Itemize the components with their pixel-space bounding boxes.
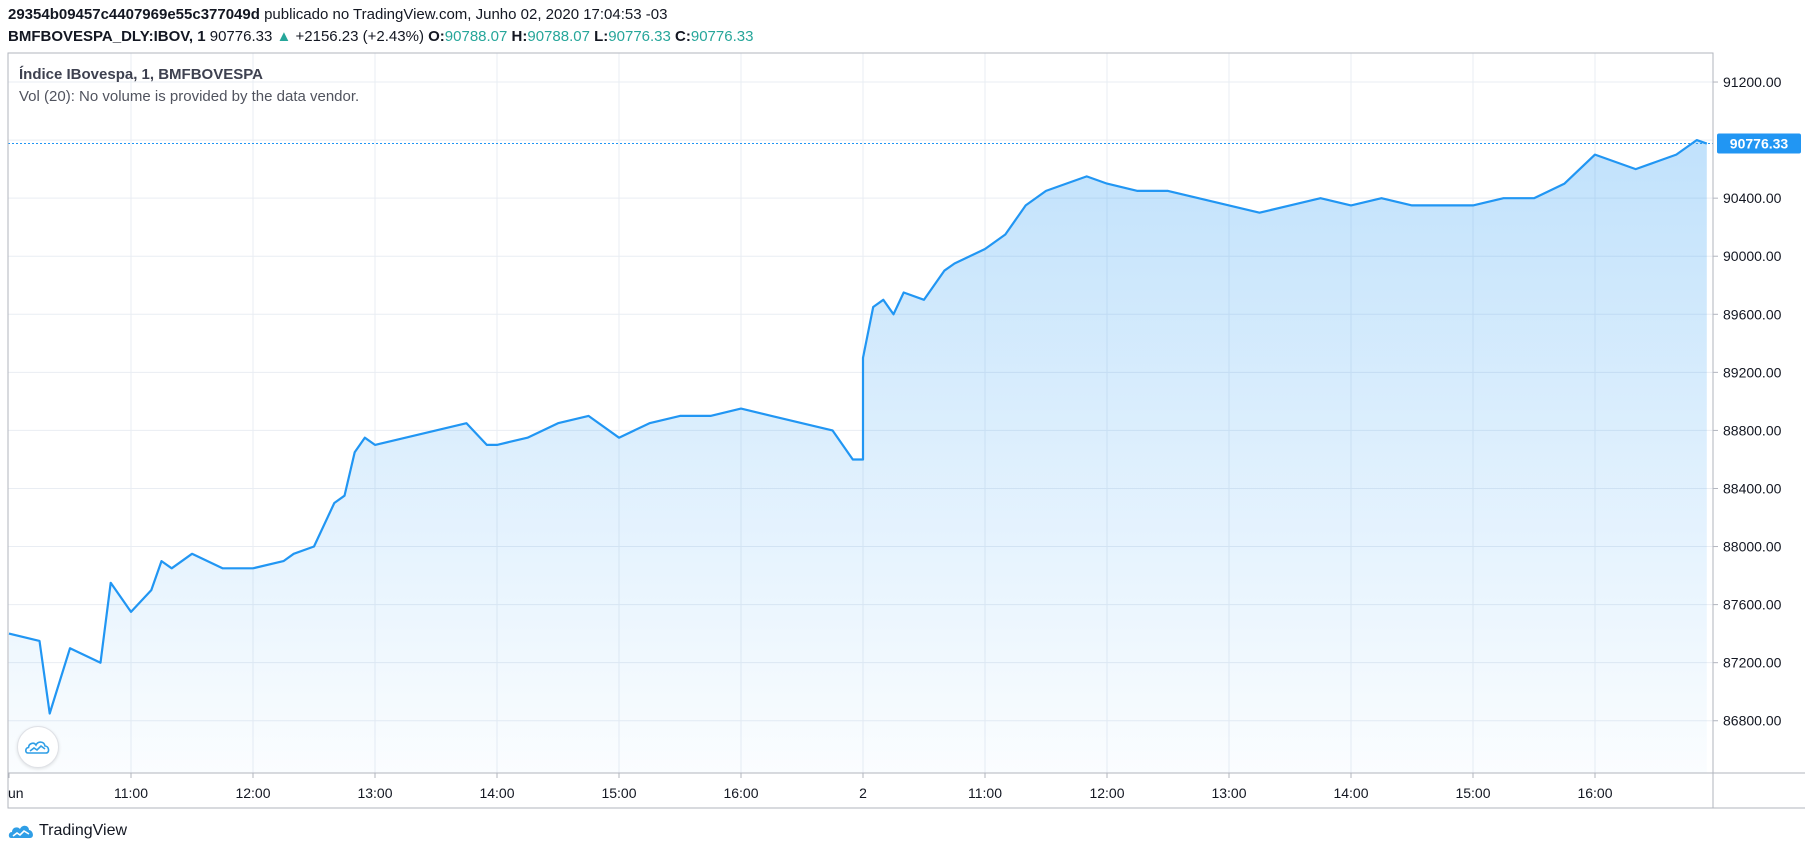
volume-note: Vol (20): No volume is provided by the d… — [19, 88, 360, 105]
y-tick-label: 89600.00 — [1723, 306, 1782, 322]
close-value: 90776.33 — [690, 28, 754, 45]
open-value: 90788.07 — [444, 28, 508, 45]
y-tick-label: 88400.00 — [1723, 480, 1782, 496]
low-value: 90776.33 — [608, 28, 671, 45]
y-tick-label: 91200.00 — [1723, 74, 1782, 90]
svg-text:90776.33: 90776.33 — [1730, 136, 1789, 152]
x-tick-label: 11:00 — [968, 785, 1002, 801]
x-tick-label: 16:00 — [1577, 785, 1612, 801]
x-tick-label: un — [8, 785, 24, 801]
last-price: 90776.33 — [209, 28, 273, 45]
x-axis-ticks: un 11:00 12:00 13:00 14:00 15:00 16:00 2 11:00 12… — [8, 773, 1613, 801]
symbol-info: BMFBOVESPA_DLY:IBOV, 1 90776.33 ▲ +2156.… — [8, 28, 753, 45]
x-tick-label: 2 — [859, 785, 867, 801]
y-tick-label: 89200.00 — [1723, 364, 1782, 380]
price-line — [8, 139, 1708, 715]
chart-id: 29354b09457c4407969e55c377049d — [8, 6, 260, 23]
footer-brand[interactable]: TradingView — [8, 822, 127, 840]
high-label: H: — [511, 28, 528, 45]
price-change: +2156.23 (+2.43%) — [295, 28, 424, 45]
x-tick-label: 15:00 — [1455, 785, 1490, 801]
low-label: L: — [594, 28, 609, 45]
y-tick-label: 87200.00 — [1723, 655, 1782, 671]
x-tick-label: 12:00 — [235, 785, 270, 801]
y-tick-label: 88000.00 — [1723, 539, 1782, 555]
publish-info: 29354b09457c4407969e55c377049d publicado… — [8, 6, 667, 23]
high-value: 90788.07 — [527, 28, 590, 45]
tradingview-logo-icon — [8, 825, 33, 838]
y-tick-label: 88800.00 — [1723, 422, 1782, 438]
publish-text: publicado no TradingView.com, Junho 02, … — [264, 6, 668, 23]
x-tick-label: 16:00 — [723, 785, 758, 801]
y-tick-label: 90000.00 — [1723, 248, 1782, 264]
y-tick-label: 86800.00 — [1723, 713, 1782, 729]
x-tick-label: 11:00 — [114, 785, 148, 801]
y-tick-label: 90400.00 — [1723, 190, 1782, 206]
last-price-tag: 90776.33 — [1717, 133, 1801, 154]
open-label: O: — [428, 28, 445, 45]
price-area — [9, 140, 1707, 774]
symbol-name: BMFBOVESPA_DLY:IBOV, 1 — [8, 28, 206, 45]
x-tick-label: 14:00 — [1333, 785, 1368, 801]
tradingview-logo-button[interactable] — [17, 726, 59, 768]
up-arrow-icon: ▲ — [276, 28, 292, 45]
y-axis-ticks: 91200.00 90400.00 90000.00 89600.00 89200.00… — [1713, 74, 1782, 729]
x-tick-label: 13:00 — [357, 785, 392, 801]
x-tick-label: 14:00 — [479, 785, 514, 801]
x-tick-label: 13:00 — [1211, 785, 1246, 801]
close-label: C: — [675, 28, 691, 45]
series-title: Índice IBovespa, 1, BMFBOVESPA — [19, 66, 263, 83]
brand-name: TradingView — [39, 822, 128, 839]
x-tick-label: 12:00 — [1089, 785, 1124, 801]
x-tick-label: 15:00 — [601, 785, 636, 801]
y-tick-label: 87600.00 — [1723, 597, 1782, 613]
cloud-chart-icon — [25, 741, 50, 754]
